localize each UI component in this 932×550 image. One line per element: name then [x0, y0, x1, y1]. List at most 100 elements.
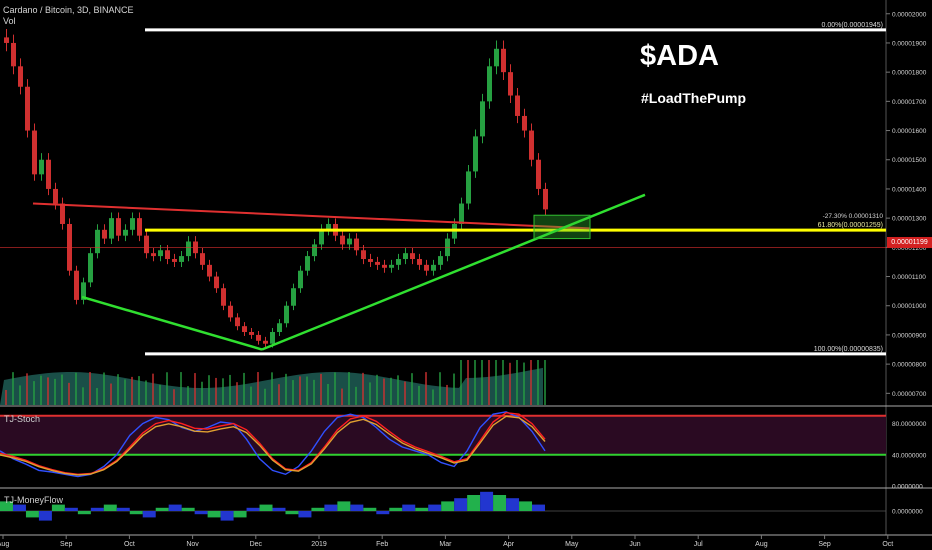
- candle: [410, 253, 415, 260]
- candle: [277, 323, 282, 333]
- support-trendline-right: [261, 193, 646, 351]
- volume-bar: [201, 381, 203, 405]
- moneyflow-bar: [415, 507, 429, 511]
- candle: [361, 250, 366, 260]
- candle: [53, 188, 58, 204]
- candle: [291, 288, 296, 306]
- volume-bar: [523, 362, 525, 405]
- volume-bar: [313, 379, 315, 405]
- volume-bar: [404, 381, 406, 405]
- volume-bar: [236, 382, 238, 405]
- candle: [305, 256, 310, 271]
- candle: [417, 259, 422, 265]
- moneyflow-bar: [38, 511, 52, 521]
- moneyflow-bar: [467, 495, 481, 511]
- moneyflow-bar: [90, 507, 104, 511]
- candle: [130, 218, 135, 230]
- volume-bar: [467, 360, 469, 405]
- moneyflow-bar: [155, 507, 169, 511]
- y-tick-label: 0.00002000: [892, 11, 927, 18]
- volume-bar: [516, 360, 518, 405]
- candle: [515, 95, 520, 116]
- volume-bar: [292, 380, 294, 405]
- volume-bar: [75, 372, 77, 405]
- candle: [354, 238, 359, 251]
- candle: [158, 250, 163, 257]
- volume-bar: [502, 360, 504, 405]
- fib-label: 100.00%(0.00000835): [814, 346, 883, 353]
- moneyflow-bar: [402, 504, 416, 511]
- candle: [123, 229, 128, 236]
- volume-bar: [82, 387, 84, 405]
- moneyflow-bar: [142, 511, 156, 518]
- volume-bar: [418, 385, 420, 405]
- volume-bar: [397, 375, 399, 405]
- volume-bar: [187, 386, 189, 405]
- x-tick-label: 2019: [311, 541, 327, 548]
- candle: [522, 115, 527, 131]
- candle: [95, 229, 100, 254]
- volume-bar: [446, 384, 448, 405]
- candle: [473, 136, 478, 172]
- x-tick-label: Aug: [0, 541, 9, 548]
- moneyflow-bar: [220, 511, 234, 521]
- volume-bar: [89, 372, 91, 405]
- candle: [207, 264, 212, 277]
- candle: [242, 326, 247, 333]
- volume-bar: [264, 388, 266, 405]
- moneyflow-bar: [454, 498, 468, 511]
- volume-bar: [474, 360, 476, 405]
- candle: [284, 305, 289, 324]
- candle: [487, 66, 492, 102]
- stoch-y-tick-label: 80.0000000: [892, 421, 927, 428]
- volume-bar: [453, 373, 455, 405]
- moneyflow-bar: [0, 501, 13, 511]
- y-tick-label: 0.00001200: [892, 245, 927, 252]
- candle: [543, 188, 548, 210]
- candle: [389, 264, 394, 268]
- candle: [536, 159, 541, 189]
- resistance-trendline: [32, 202, 591, 230]
- y-tick-label: 0.00000900: [892, 332, 927, 339]
- volume-bar: [250, 386, 252, 405]
- moneyflow-bar: [532, 504, 545, 511]
- volume-bar: [460, 360, 462, 405]
- candle: [18, 66, 23, 87]
- candle: [459, 203, 464, 224]
- candle: [403, 253, 408, 260]
- moneyflow-panel-title: TJ-MoneyFlow: [4, 495, 64, 505]
- y-tick-label: 0.00001100: [892, 274, 926, 281]
- x-tick-label: Oct: [124, 541, 135, 548]
- volume-bar: [334, 372, 336, 405]
- moneyflow-bar: [25, 511, 39, 518]
- candle: [11, 42, 16, 67]
- y-tick-label: 0.00000700: [892, 391, 927, 398]
- volume-bar: [166, 372, 168, 405]
- x-tick-label: Dec: [250, 541, 263, 548]
- candle: [326, 223, 331, 230]
- moneyflow-y-tick-label: 0.0000000: [892, 509, 923, 516]
- volume-bar: [537, 360, 539, 405]
- candle: [214, 276, 219, 289]
- volume-bar: [138, 376, 140, 405]
- x-tick-label: Oct: [882, 541, 893, 548]
- moneyflow-bar: [480, 491, 494, 511]
- volume-bar: [390, 377, 392, 405]
- candle: [347, 238, 352, 245]
- candle: [25, 86, 30, 131]
- candle: [172, 259, 177, 262]
- moneyflow-bar: [207, 511, 221, 518]
- volume-bar: [229, 374, 231, 405]
- candle: [32, 130, 37, 175]
- y-tick-label: 0.00001900: [892, 40, 927, 47]
- candle: [396, 259, 401, 265]
- moneyflow-bar: [246, 507, 260, 511]
- support-trendline-left: [81, 295, 263, 351]
- volume-bar: [299, 376, 301, 405]
- hashtag-overlay: #LoadThePump: [641, 90, 747, 106]
- candle: [368, 259, 373, 262]
- volume-bar: [495, 360, 497, 405]
- candle: [494, 48, 499, 67]
- volume-bar: [208, 375, 210, 405]
- volume-bar: [257, 372, 259, 405]
